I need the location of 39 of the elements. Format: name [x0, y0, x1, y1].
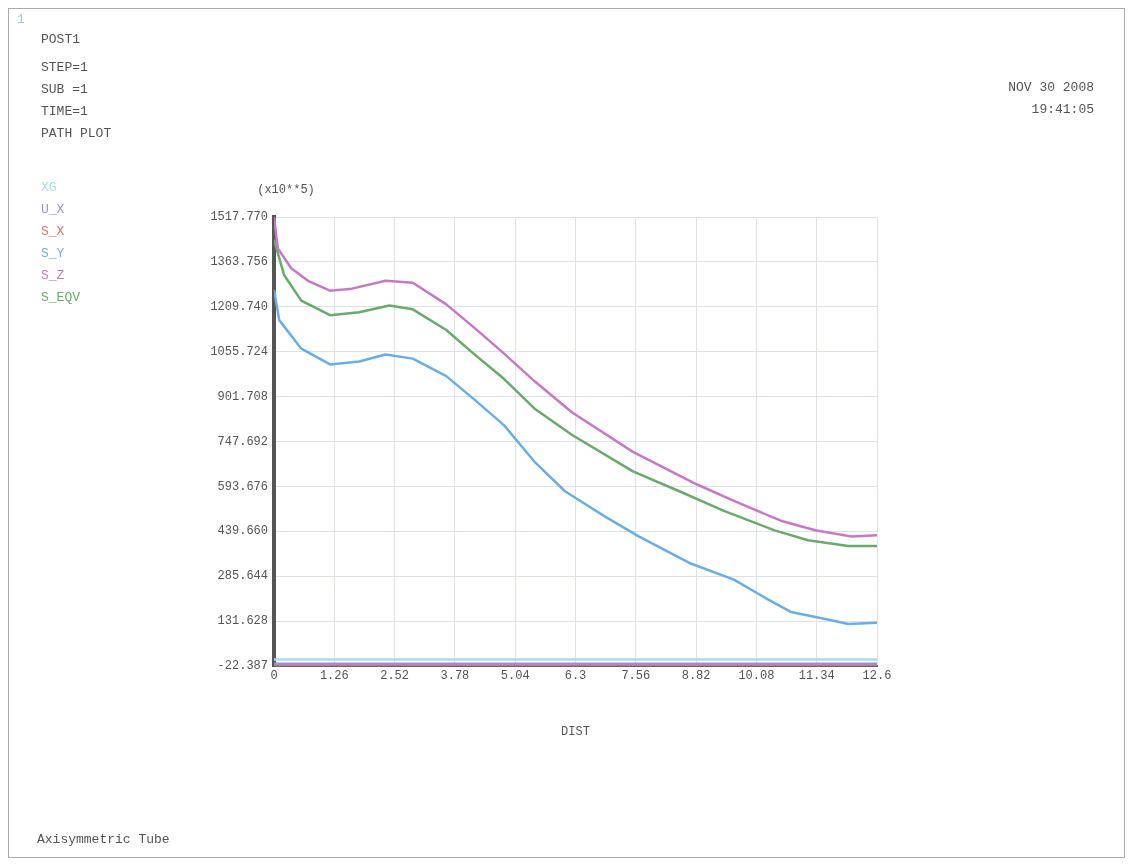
y-tick-label: 1363.756: [210, 255, 268, 270]
text: XG: [41, 179, 58, 197]
x-tick-label: 7.56: [621, 669, 651, 684]
y-tick-label: 747.692: [217, 434, 268, 449]
y-tick-label: 1517.770: [210, 210, 268, 225]
text: 19:41:05: [1030, 101, 1094, 119]
x-tick-label: 12.6: [862, 669, 892, 684]
x-tick-label: 6.3: [564, 669, 587, 684]
text: U_X: [41, 201, 66, 219]
text: 1: [17, 11, 25, 29]
y-tick-label: 1209.740: [210, 299, 268, 314]
x-tick-label: 3.78: [440, 669, 470, 684]
x-tick-label: 5.04: [500, 669, 530, 684]
text: S_Y: [41, 245, 66, 263]
text: S_Z: [41, 267, 66, 285]
y-tick-label: 901.708: [217, 389, 268, 404]
x-axis-title: DIST: [561, 724, 590, 739]
y-tick-label: 439.660: [217, 524, 268, 539]
x-tick-label: 1.26: [319, 669, 349, 684]
y-tick-label: 131.628: [217, 614, 268, 629]
y-tick-label: 285.644: [217, 569, 268, 584]
text: STEP=1: [41, 59, 89, 77]
text: S_X: [41, 223, 66, 241]
text: NOV 30 2008: [1008, 79, 1094, 97]
y-axis-title: (x10**5): [257, 183, 315, 197]
text: PATH PLOT: [41, 125, 112, 143]
text: POST1: [41, 31, 81, 49]
text: Axisymmetric Tube: [37, 831, 170, 849]
x-tick-label: 11.34: [798, 669, 835, 684]
text: S_EQV: [41, 289, 81, 307]
y-tick-label: 593.676: [217, 479, 268, 494]
text: TIME=1: [41, 103, 89, 121]
x-tick-label: 10.08: [738, 669, 775, 684]
text: SUB =1: [41, 81, 89, 99]
y-tick-label: 1055.724: [210, 344, 268, 359]
x-tick-label: 2.52: [380, 669, 410, 684]
y-tick-label: -22.387: [217, 659, 268, 674]
x-tick-label: 8.82: [681, 669, 711, 684]
x-tick-label: 0: [270, 669, 278, 684]
